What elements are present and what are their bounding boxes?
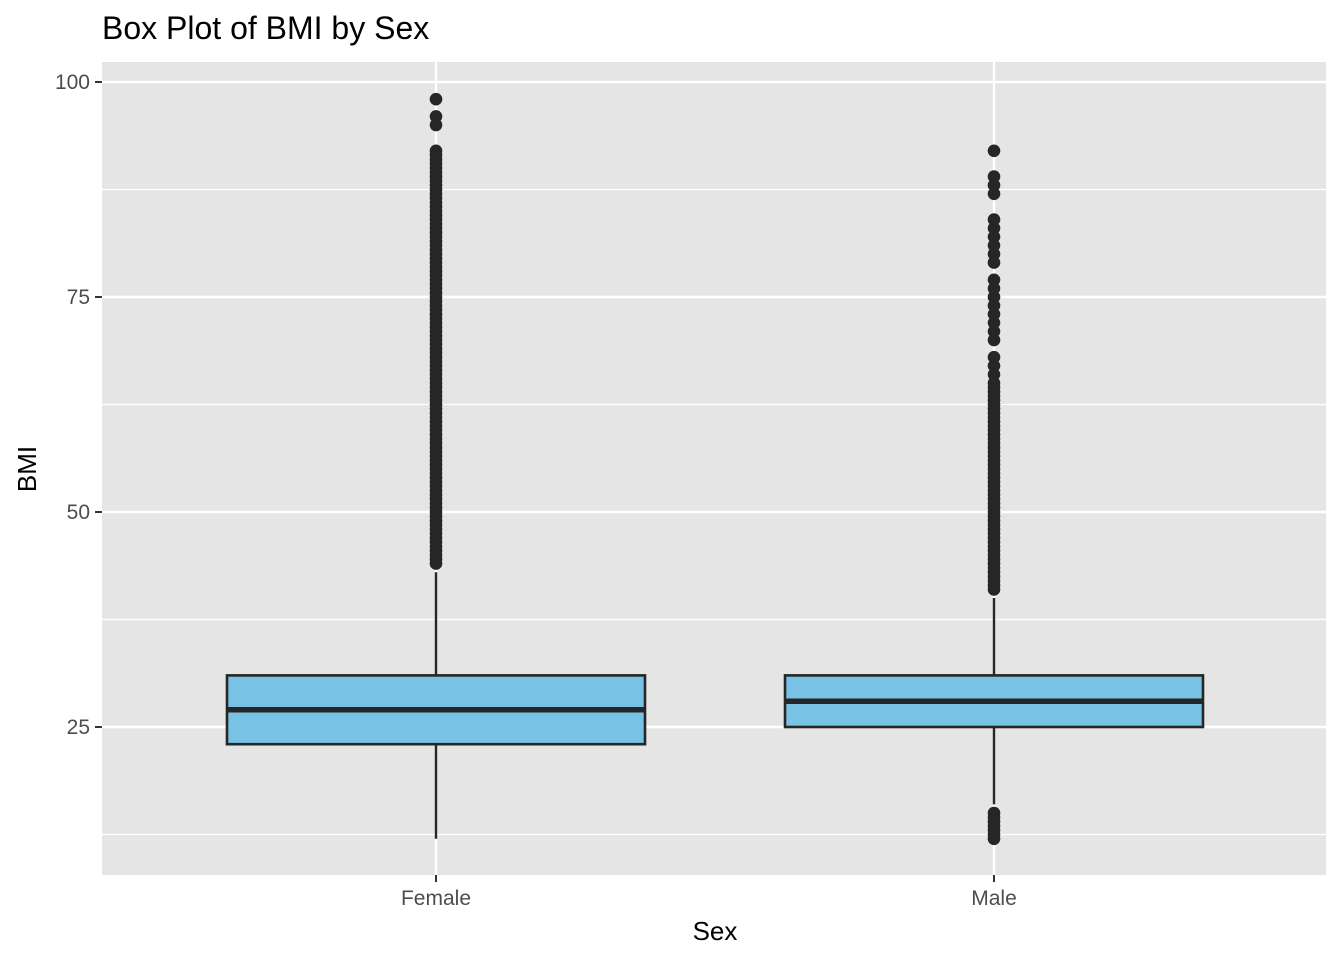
outlier-point [429,144,443,158]
x-tick-label: Female [401,887,471,910]
outlier-point [429,110,443,123]
outlier-point [987,213,1001,226]
plot-panel [102,62,1326,875]
y-tick-label: 75 [67,286,90,309]
y-tick-label: 50 [67,501,90,524]
box-group-male [783,144,1205,846]
y-tick-label: 100 [55,71,90,94]
x-tick-label: Male [971,887,1017,910]
outlier-point [987,350,1001,364]
y-axis-title: BMI [12,446,42,492]
x-axis-title: Sex [693,916,738,946]
outlier-point [987,273,1001,287]
outlier-point [429,92,443,106]
outlier-point [987,170,1001,183]
outlier-point [987,144,1001,158]
outlier-point [987,806,1001,820]
box-group-female [225,92,647,839]
y-tick-label: 25 [67,716,90,739]
axes: 25 50 75 100 Female Male [55,71,1017,910]
boxes [225,92,1205,846]
chart-title: Box Plot of BMI by Sex [102,10,429,46]
